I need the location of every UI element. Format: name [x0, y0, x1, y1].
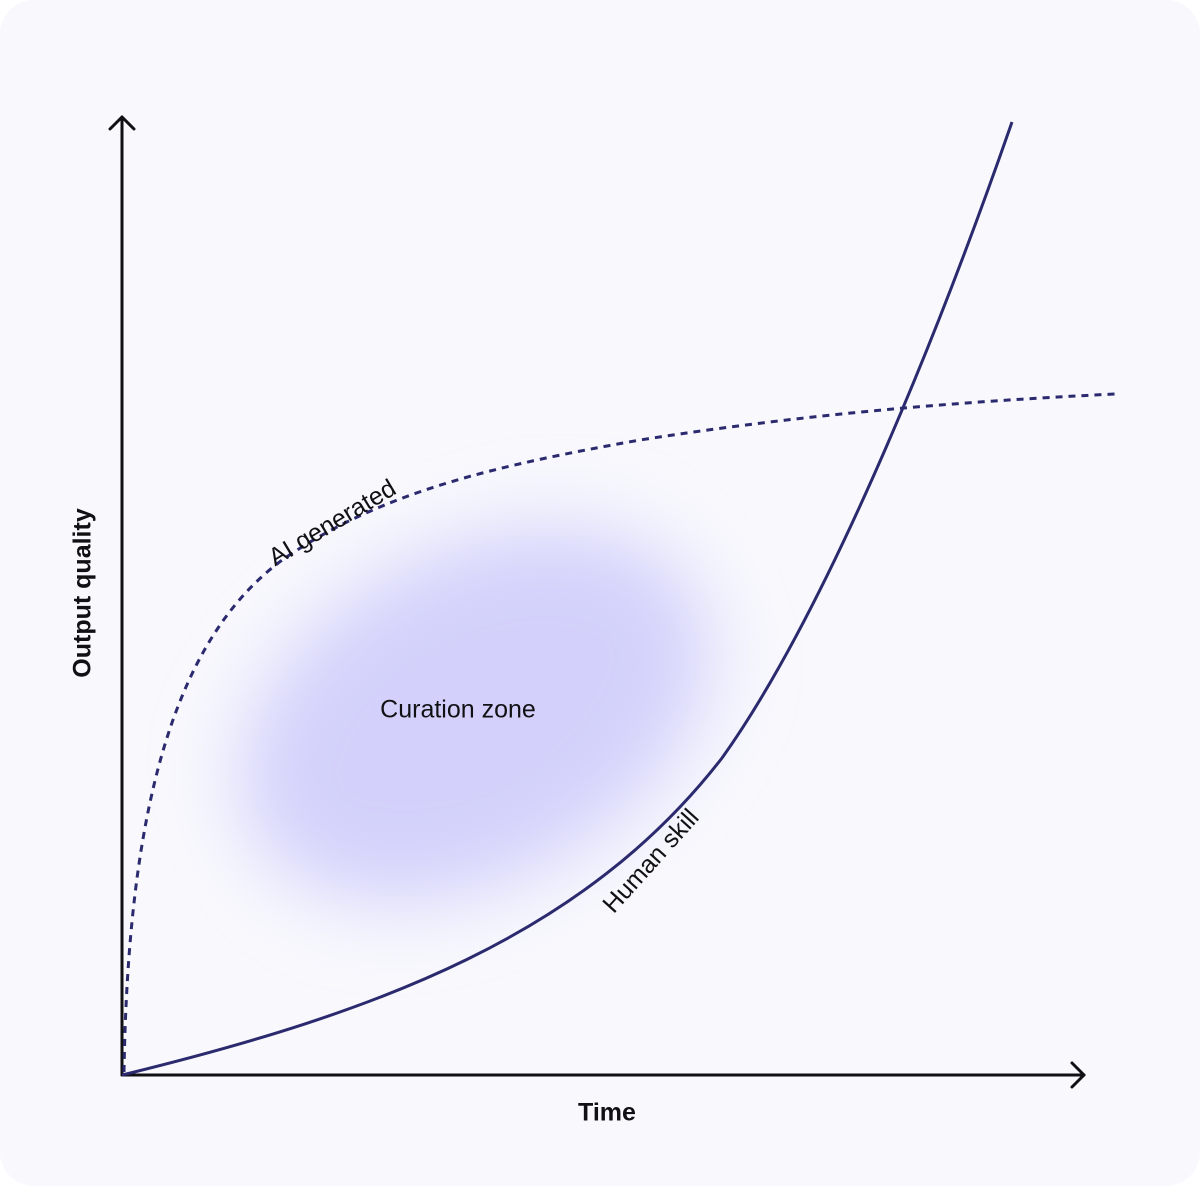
curation-zone — [241, 527, 709, 903]
y-arrow — [108, 115, 136, 131]
human-curve — [121, 121, 1014, 1077]
y-axis-label: Output quality — [69, 508, 97, 678]
x-axis-label: Time — [578, 1099, 636, 1127]
x-arrow — [1070, 1061, 1086, 1089]
axes — [108, 115, 1086, 1089]
zone-label: Curation zone — [380, 696, 536, 724]
